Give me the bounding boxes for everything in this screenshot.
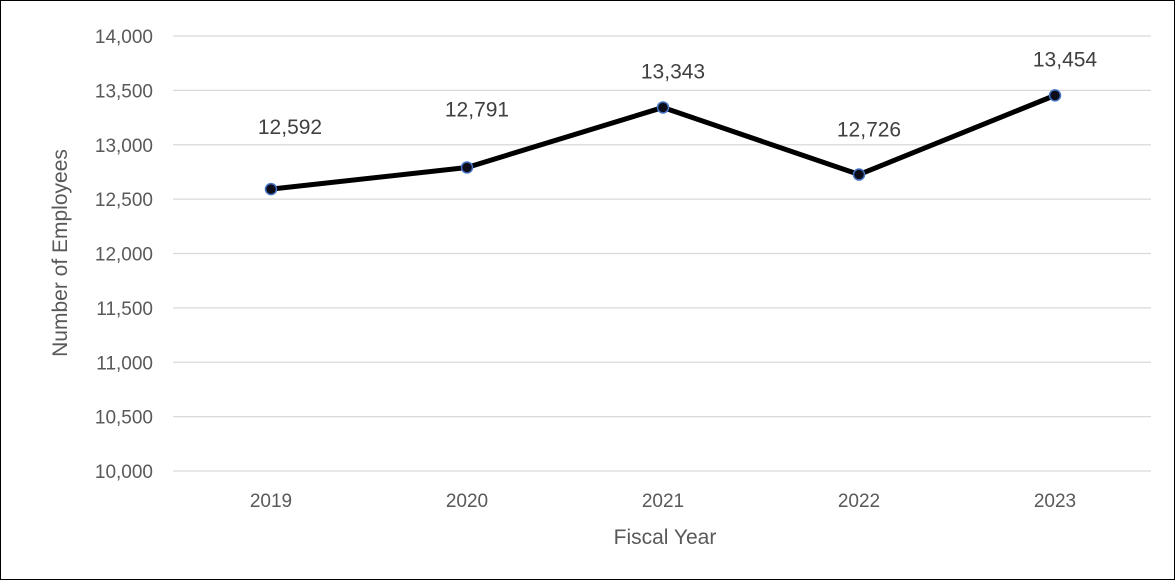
- data-label: 13,343: [641, 60, 705, 83]
- x-tick-label: 2020: [446, 491, 488, 512]
- x-tick-label: 2021: [642, 491, 684, 512]
- data-label: 12,726: [837, 119, 901, 142]
- y-axis-title: Number of Employees: [49, 149, 72, 357]
- y-axis-tick-labels: 10,000 10,500 11,000 11,500 12,000 12,500 13,0…: [95, 27, 153, 483]
- y-tick-label: 11,000: [96, 353, 153, 374]
- gridlines: [173, 35, 1151, 472]
- y-tick-label: 13,000: [95, 136, 153, 157]
- x-axis-tick-labels: 2019 2020 2021 2022 2023: [250, 491, 1076, 512]
- y-tick-label: 12,000: [95, 245, 153, 266]
- x-tick-label: 2019: [250, 491, 292, 512]
- x-tick-label: 2022: [838, 491, 880, 512]
- x-tick-label: 2023: [1034, 491, 1076, 512]
- data-label: 12,791: [445, 98, 509, 121]
- data-labels: 12,592 12,791 13,343 12,726 13,454: [258, 48, 1098, 141]
- data-point: [1048, 89, 1062, 102]
- data-label: 13,454: [1033, 48, 1098, 71]
- y-tick-label: 10,500: [95, 408, 153, 429]
- y-tick-label: 14,000: [95, 27, 153, 48]
- y-tick-label: 10,000: [95, 462, 153, 483]
- data-point: [852, 168, 866, 181]
- series-employees: [264, 89, 1062, 196]
- x-axis-title: Fiscal Year: [614, 526, 717, 549]
- y-tick-label: 12,500: [95, 190, 153, 211]
- data-point: [460, 161, 474, 174]
- y-tick-label: 13,500: [95, 81, 153, 102]
- data-point: [264, 182, 278, 196]
- data-point: [656, 101, 670, 114]
- data-label: 12,592: [258, 116, 322, 139]
- y-tick-label: 11,500: [96, 299, 153, 320]
